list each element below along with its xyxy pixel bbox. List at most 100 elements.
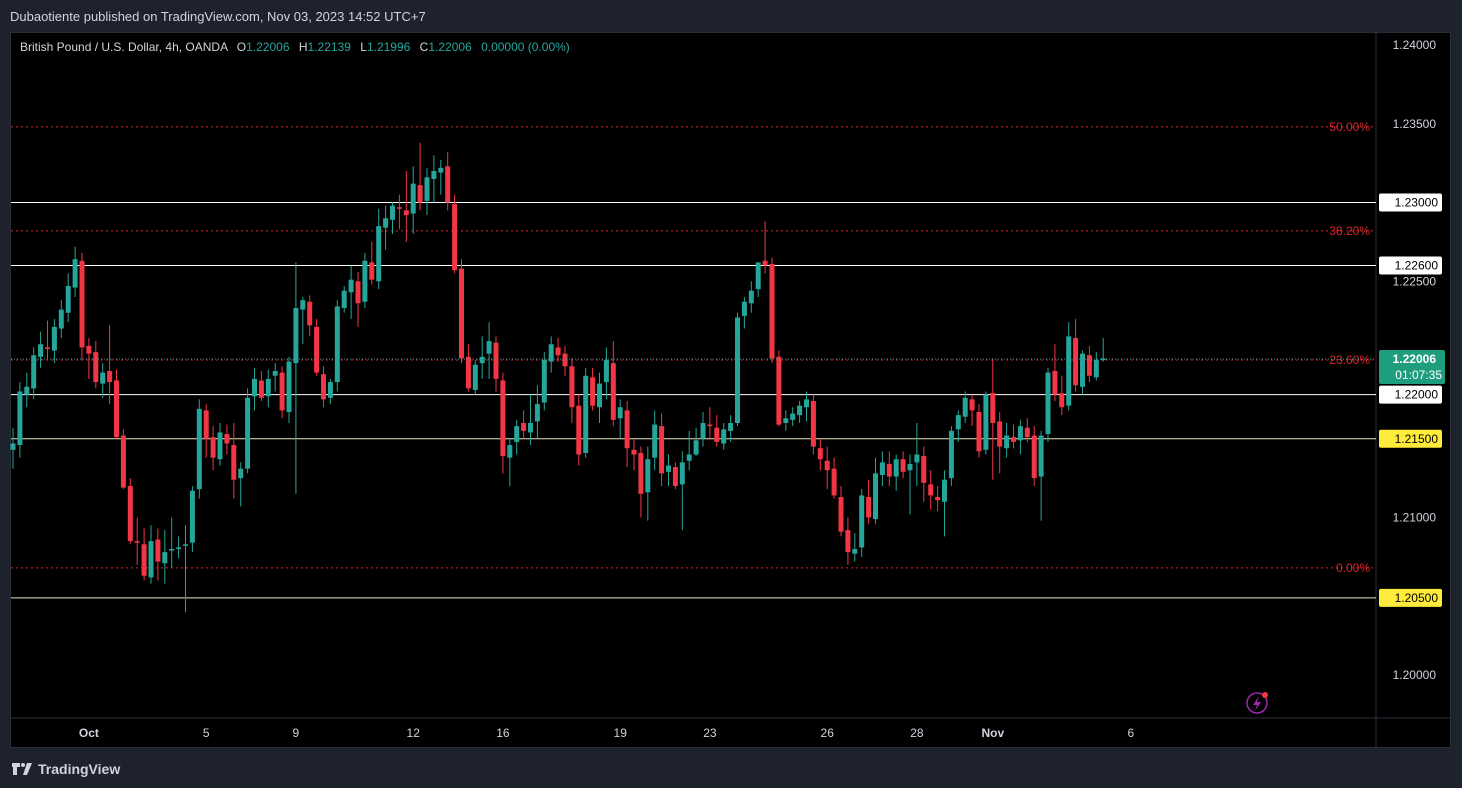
candle-body — [1066, 336, 1072, 406]
candle-body — [403, 210, 409, 216]
y-tick-label: 1.21000 — [1393, 511, 1437, 525]
candle-body — [569, 366, 575, 408]
candle-body — [721, 429, 727, 444]
x-tick-label: 19 — [614, 726, 628, 740]
x-tick-label: 26 — [821, 726, 835, 740]
candle-body — [907, 463, 913, 471]
candle-body — [314, 326, 320, 373]
candle-body — [1059, 393, 1065, 408]
low-value: 1.21996 — [366, 40, 411, 54]
x-tick-label: Nov — [981, 726, 1004, 740]
candle-body — [997, 421, 1003, 447]
candle-body — [348, 279, 354, 293]
candle-body — [479, 356, 485, 364]
candle-body — [445, 166, 451, 203]
fib-level-label: 38.20% — [1329, 224, 1370, 238]
candle-body — [114, 380, 119, 438]
price-level-badge — [1379, 429, 1442, 448]
candle-body — [238, 468, 244, 479]
high-value: 1.22139 — [307, 40, 351, 54]
candle-body — [1045, 372, 1051, 435]
candle-body — [603, 360, 609, 383]
candle-body — [141, 544, 147, 576]
price-level-label: 1.21500 — [1395, 432, 1439, 446]
y-tick-label: 1.22500 — [1393, 274, 1437, 288]
candle-body — [942, 479, 947, 502]
candle-body — [65, 285, 71, 313]
candle-body — [831, 468, 837, 496]
candle-body — [590, 377, 596, 406]
candle-body — [1024, 427, 1030, 438]
candle-body — [548, 344, 554, 362]
candle-body — [983, 394, 989, 450]
candle-body — [521, 423, 527, 431]
candle-body — [286, 361, 292, 412]
candle-body — [45, 347, 50, 349]
candle-body — [334, 306, 340, 383]
candle-body — [514, 426, 520, 442]
candle-body — [410, 183, 416, 214]
open-value: 1.22006 — [246, 40, 290, 54]
price-level-label: 1.22000 — [1395, 388, 1439, 402]
candle-body — [355, 281, 361, 304]
candle-body — [886, 463, 892, 477]
fib-level-label: 23.60% — [1329, 353, 1370, 367]
candle-body — [769, 263, 775, 359]
candle-body — [735, 317, 740, 423]
candle-body — [1017, 426, 1023, 441]
candle-body — [755, 262, 761, 290]
candle-body — [962, 397, 968, 417]
low-label: L — [360, 40, 367, 54]
candle-body — [845, 530, 851, 553]
candle-body — [120, 435, 126, 488]
candle-body — [790, 413, 796, 420]
fib-level-label: 50.00% — [1329, 120, 1370, 134]
candle-body — [873, 473, 878, 520]
candle-body — [1093, 360, 1099, 378]
candle-body — [928, 484, 934, 496]
candle-body — [528, 423, 533, 433]
candle-body — [693, 440, 699, 455]
candle-body — [748, 290, 754, 304]
candle-body — [659, 426, 665, 474]
open-label: O — [236, 40, 247, 54]
x-tick-label: 6 — [1127, 726, 1134, 740]
candle-body — [245, 397, 251, 469]
close-label: C — [419, 40, 429, 54]
candle-body — [438, 167, 444, 173]
candle-body — [72, 259, 78, 288]
candle-body — [396, 207, 402, 209]
candle-body — [321, 374, 326, 400]
candle-body — [383, 218, 389, 228]
candle-body — [700, 423, 706, 439]
candle-body — [914, 454, 920, 463]
candle-body — [797, 405, 803, 416]
candle-body — [810, 400, 816, 447]
price-level-label: 1.23000 — [1395, 196, 1439, 210]
symbol-name: British Pound / U.S. Dollar, 4h, OANDA — [20, 40, 228, 54]
candle-body — [976, 411, 982, 452]
candle-body — [500, 380, 506, 457]
candle-body — [486, 341, 492, 354]
candle-body — [203, 410, 209, 439]
y-tick-label: 1.20000 — [1393, 668, 1437, 682]
candle-body — [534, 404, 540, 422]
price-level-badge — [1379, 256, 1442, 275]
candle-body — [224, 434, 230, 444]
high-label: H — [298, 40, 308, 54]
footer-brand[interactable]: TradingView — [12, 760, 120, 778]
candle-body — [714, 427, 720, 442]
candle-body — [776, 356, 782, 425]
candle-body — [127, 486, 133, 542]
lightning-bolt — [1253, 696, 1261, 711]
candle-body — [507, 445, 513, 458]
candle-body — [762, 260, 768, 266]
candle-body — [155, 539, 161, 562]
candle-body — [307, 301, 313, 326]
candle-body — [417, 185, 423, 203]
candle-body — [210, 437, 216, 458]
candle-body — [79, 260, 85, 348]
candle-body — [1080, 353, 1085, 387]
chart-frame[interactable] — [10, 32, 1451, 748]
